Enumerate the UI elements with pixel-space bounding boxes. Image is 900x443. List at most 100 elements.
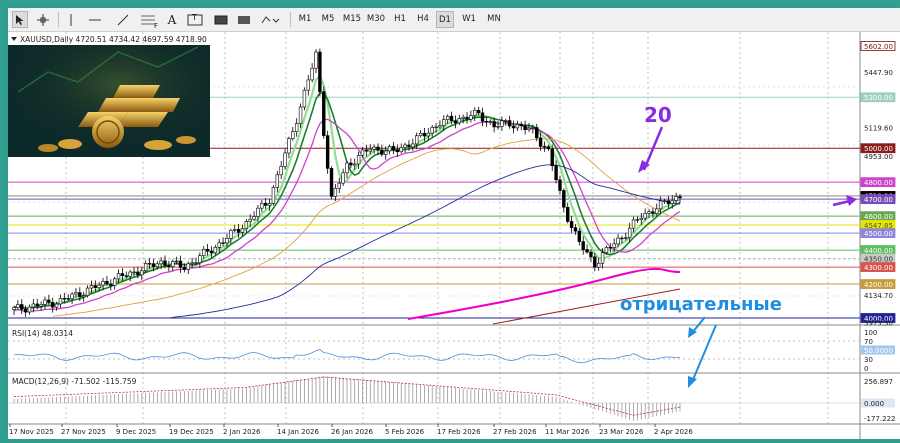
ellipse-icon[interactable] (236, 11, 252, 28)
time-axis-label: 9 Dec 2025 (116, 428, 156, 436)
candle-body (651, 211, 655, 214)
candle-body (89, 285, 94, 289)
candle-body (124, 275, 128, 277)
price-level-badge (860, 143, 896, 154)
price-axis-label: 4700.00 (864, 196, 893, 204)
candle-body (507, 120, 512, 127)
candle-body (674, 196, 678, 201)
candle-body (403, 144, 407, 148)
gold-bars-image (8, 45, 210, 157)
candle-body (310, 67, 314, 81)
candle-body (163, 260, 167, 266)
crosshair-icon[interactable] (34, 11, 52, 28)
trendline-icon[interactable] (114, 11, 132, 28)
candle-body (43, 299, 47, 305)
rsi-line (13, 348, 681, 364)
vertical-line-icon[interactable] (64, 11, 78, 28)
price-axis-label: 4300.00 (864, 264, 893, 272)
candle-body (511, 125, 516, 129)
text-icon[interactable]: A (167, 12, 177, 27)
candle-body (275, 174, 280, 188)
rectangle-icon[interactable] (212, 11, 230, 28)
timeframe-w1[interactable]: W1 (462, 14, 476, 24)
candle-body (260, 202, 264, 209)
candle-body (248, 218, 252, 222)
candle-body (546, 146, 551, 150)
time-axis-label: 23 Mar 2026 (599, 428, 644, 436)
candle-body (527, 127, 531, 130)
candle-body (244, 221, 249, 229)
horizontal-line-icon[interactable] (86, 11, 104, 28)
candle-body (31, 303, 36, 308)
time-axis-label: 14 Jan 2026 (277, 428, 320, 436)
price-axis-label: 4000.00 (864, 315, 893, 323)
svg-text:XAUUSD,Daily 4720.51 4734.42 4: XAUUSD,Daily 4720.51 4734.42 4697.59 471… (20, 35, 207, 44)
candle-body (283, 152, 287, 167)
price-axis-label: 4953.00 (864, 153, 893, 161)
candle-body (182, 267, 187, 270)
candle-body (112, 278, 117, 286)
candle-body (267, 203, 272, 206)
candle-body (209, 250, 214, 254)
candle-body (174, 260, 179, 263)
candle-body (515, 124, 520, 129)
candle-body (109, 283, 113, 286)
candle-body (635, 219, 640, 221)
candle-body (120, 273, 125, 277)
price-candles (12, 48, 682, 317)
time-axis-label: 5 Feb 2026 (385, 428, 425, 436)
candle-body (202, 248, 206, 256)
chart-area[interactable]: RSI(14) 48.0314 MACD(12,26,9) -71.502 -11… (8, 32, 900, 439)
candle-body (81, 295, 86, 298)
candle-body (434, 126, 438, 129)
candle-body (418, 132, 423, 137)
candle-body (391, 146, 396, 151)
candle-body (263, 202, 268, 206)
candle-body (128, 271, 132, 277)
candle-body (291, 131, 295, 139)
candle-body (105, 281, 109, 285)
candle-body (66, 298, 70, 300)
candle-body (380, 149, 384, 155)
cursor-icon[interactable] (12, 11, 28, 28)
candle-body (294, 123, 299, 132)
timeframe-m1[interactable]: M1 (298, 14, 312, 24)
price-axis-label: 5000.00 (864, 145, 893, 153)
candle-body (143, 263, 148, 272)
timeframe-h4[interactable]: H4 (417, 14, 429, 24)
candle-body (566, 206, 570, 222)
candle-body (608, 247, 613, 249)
timeframe-d1[interactable]: D1 (436, 11, 454, 28)
timeframe-mn[interactable]: MN (487, 14, 501, 24)
candle-body (562, 190, 566, 208)
label-icon[interactable]: T (186, 11, 204, 28)
candle-body (229, 229, 233, 239)
price-axis-label: 4400.00 (864, 247, 893, 255)
candle-body (658, 200, 663, 210)
drawing-toolbar: F A T M1 M5 M15 M30 H1 H4 D1 W1 MN (8, 8, 900, 32)
timeframe-m30[interactable]: M30 (366, 14, 386, 24)
timeframe-h1[interactable]: H1 (394, 14, 406, 24)
shapes-dropdown-icon[interactable] (258, 11, 282, 28)
timeframe-m5[interactable]: M5 (321, 14, 335, 24)
price-axis-label: 4134.70 (864, 292, 893, 300)
candle-body (542, 146, 547, 148)
candle-body (271, 187, 276, 204)
candle-body (205, 248, 210, 252)
annotation-text: отрицательные (620, 294, 782, 315)
candle-body (616, 237, 620, 245)
candle-body (476, 109, 481, 114)
candle-body (198, 255, 202, 263)
candle-body (101, 281, 105, 286)
candle-body (484, 120, 489, 123)
candle-body (345, 162, 349, 174)
candle-body (58, 298, 63, 305)
macd-header: MACD(12,26,9) -71.502 -115.759 (12, 377, 137, 386)
candle-body (585, 249, 589, 253)
candle-body (445, 115, 450, 120)
fibonacci-icon[interactable]: F (141, 15, 158, 30)
price-level-badge (860, 194, 896, 205)
timeframe-m15[interactable]: M15 (342, 14, 362, 24)
candle-body (376, 146, 380, 151)
candle-body (473, 109, 477, 116)
